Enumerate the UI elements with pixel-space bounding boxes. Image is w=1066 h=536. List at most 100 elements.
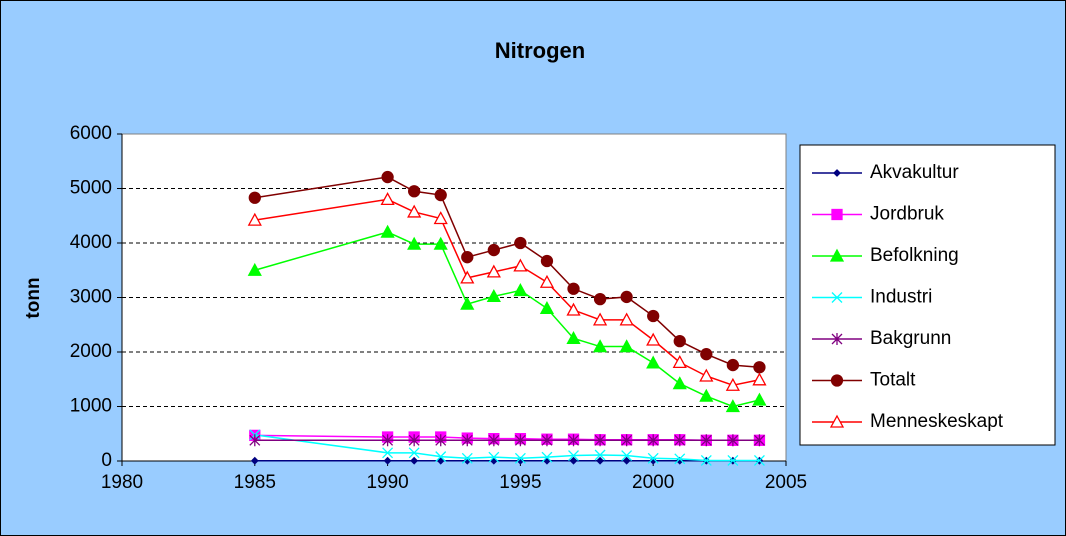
marker (566, 302, 581, 316)
marker (592, 339, 608, 353)
marker (408, 434, 420, 447)
marker (488, 434, 500, 447)
marker (382, 434, 394, 447)
marker (753, 454, 765, 466)
marker (434, 188, 447, 202)
marker (513, 283, 528, 297)
marker (461, 434, 473, 447)
y-tick-label: 6000 (70, 123, 112, 144)
marker (567, 282, 580, 295)
marker (620, 290, 633, 304)
x-tick-label: 1980 (101, 472, 143, 493)
marker (460, 296, 475, 310)
marker (673, 334, 686, 348)
marker (752, 372, 767, 386)
marker (596, 456, 604, 465)
marker (408, 185, 421, 198)
legend-label: Jordbruk (870, 204, 944, 225)
marker (488, 451, 500, 463)
marker (380, 224, 395, 238)
marker (725, 377, 740, 391)
marker (647, 434, 659, 447)
marker (540, 254, 554, 268)
y-tick-label: 3000 (70, 287, 112, 308)
marker (647, 309, 660, 323)
marker (568, 450, 579, 462)
marker (460, 270, 475, 284)
marker (568, 434, 579, 447)
marker (249, 434, 261, 447)
marker (621, 434, 633, 447)
marker (725, 399, 740, 413)
marker (674, 434, 686, 447)
marker (727, 434, 739, 447)
y-tick-label: 1000 (70, 396, 112, 417)
marker (833, 169, 841, 177)
marker (753, 434, 765, 447)
marker (461, 251, 474, 264)
legend-label: Befolkning (870, 245, 959, 266)
marker (621, 450, 633, 462)
marker (407, 204, 422, 218)
y-tick-label: 5000 (70, 178, 112, 199)
marker (727, 454, 739, 466)
marker (566, 331, 581, 345)
series-line (254, 198, 760, 387)
marker (569, 456, 578, 465)
marker (699, 388, 714, 402)
marker (514, 236, 527, 250)
marker (410, 456, 419, 465)
marker (541, 451, 553, 463)
marker (248, 191, 261, 204)
marker (513, 258, 528, 272)
series-line (254, 176, 760, 369)
marker (831, 208, 843, 221)
marker (831, 333, 843, 345)
marker (383, 456, 392, 465)
marker (646, 332, 661, 346)
y-tick-label: 0 (101, 450, 112, 471)
legend-label: Totalt (870, 370, 916, 391)
marker (380, 192, 395, 206)
chart-title: Nitrogen (495, 38, 585, 63)
marker (830, 374, 844, 387)
series-line (254, 434, 760, 462)
legend-label: Industri (870, 287, 932, 308)
legend (799, 144, 1056, 446)
marker (619, 339, 634, 353)
marker (592, 312, 608, 326)
x-tick-label: 2000 (632, 472, 674, 493)
x-tick-label: 2005 (765, 472, 807, 493)
y-tick-label: 2000 (70, 341, 112, 362)
marker (622, 456, 631, 465)
marker (700, 434, 712, 447)
marker (461, 452, 473, 464)
marker (433, 211, 448, 225)
marker (382, 447, 394, 459)
marker (435, 451, 447, 463)
marker (829, 414, 845, 428)
marker (672, 376, 687, 390)
marker (700, 454, 712, 466)
marker (541, 434, 553, 447)
marker (486, 264, 501, 278)
marker (594, 434, 606, 447)
marker (247, 262, 262, 276)
marker (408, 447, 420, 459)
marker (700, 348, 713, 361)
marker (646, 355, 661, 369)
marker (436, 456, 445, 465)
x-tick-label: 1995 (499, 472, 541, 493)
marker (726, 358, 740, 372)
marker (594, 449, 606, 461)
series-line (254, 231, 760, 408)
marker (753, 361, 766, 374)
marker (699, 368, 714, 382)
marker (674, 453, 686, 465)
marker (829, 248, 845, 262)
y-axis-label: tonn (23, 277, 44, 318)
marker (435, 434, 447, 447)
marker (381, 170, 394, 184)
marker (752, 392, 767, 406)
marker (539, 301, 555, 315)
